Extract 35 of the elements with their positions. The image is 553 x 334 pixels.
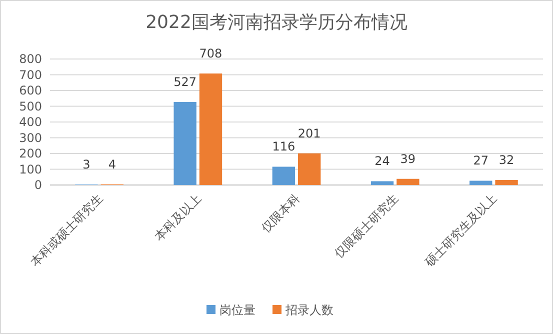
y-tick-label: 800: [19, 52, 42, 66]
legend-label: 招录人数: [284, 303, 334, 318]
y-tick-label: 200: [19, 146, 42, 161]
bar: [495, 180, 518, 185]
bar: [370, 181, 394, 185]
data-label: 527: [174, 74, 197, 89]
y-tick-label: 500: [19, 99, 42, 114]
bar: [199, 73, 222, 185]
data-label: 201: [298, 126, 321, 140]
data-label: 32: [498, 152, 514, 167]
data-label: 116: [272, 140, 296, 154]
x-tick-label: 本科或硕士研究生: [28, 191, 106, 270]
y-tick-label: 100: [19, 162, 42, 176]
data-label: 708: [199, 46, 222, 60]
chart-title: 2022国考河南招录学历分布情况: [146, 12, 408, 33]
y-tick-label: 0: [34, 178, 42, 192]
y-tick-label: 600: [19, 84, 42, 98]
x-tick-label: 硕士研究生及以上: [421, 191, 500, 270]
y-tick-label: 700: [19, 68, 42, 82]
data-label: 4: [108, 157, 116, 172]
bar: [298, 153, 321, 185]
bar: [396, 178, 420, 185]
bar: [272, 166, 295, 185]
y-tick-label: 300: [19, 130, 42, 145]
y-tick-label: 400: [19, 115, 42, 130]
data-label: 39: [400, 152, 416, 166]
x-tick-label: 本科及以上: [152, 191, 204, 244]
data-label: 3: [82, 158, 90, 172]
x-tick-label: 仅限本科: [258, 191, 303, 236]
bar: [174, 102, 196, 185]
data-label: 27: [473, 154, 488, 168]
x-tick-label: 仅限硕士研究生: [332, 191, 402, 261]
bar: [470, 180, 492, 185]
data-label: 24: [374, 154, 390, 168]
legend-label: 岗位量: [220, 303, 256, 318]
